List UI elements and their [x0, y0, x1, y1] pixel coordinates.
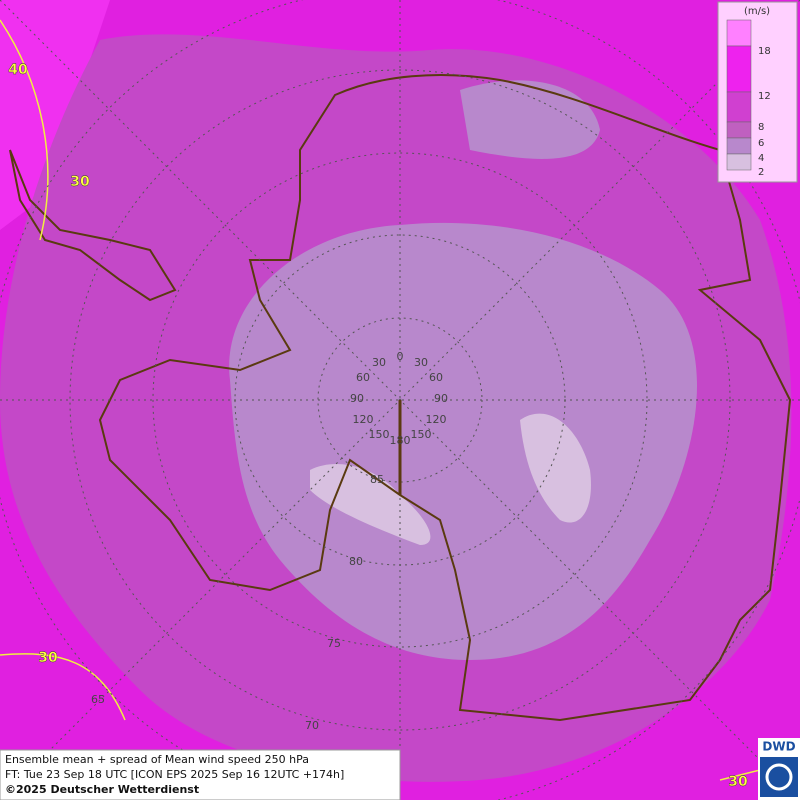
graticule-label: 75	[327, 637, 341, 650]
logo-swirl	[765, 763, 793, 791]
legend-label: 18	[758, 46, 771, 57]
legend-swatch	[726, 45, 752, 93]
logo: DWD	[758, 738, 800, 800]
graticule-label: 65	[91, 693, 105, 706]
contour-label: 40	[8, 62, 28, 78]
slow-region	[229, 222, 698, 660]
caption-box	[0, 749, 401, 800]
graticule-label: 80	[349, 555, 363, 568]
legend-swatch	[726, 153, 752, 171]
graticule-label: 30	[372, 356, 386, 369]
graticule-label: 120	[426, 413, 447, 426]
caption-line: ©2025 Deutscher Wetterdienst	[5, 783, 199, 796]
contour-label: 30	[38, 650, 58, 666]
legend-unit: (m/s)	[744, 6, 770, 17]
legend-label: 8	[758, 122, 764, 133]
legend-label: 2	[758, 167, 764, 178]
caption-line: FT: Tue 23 Sep 18 UTC [ICON EPS 2025 Sep…	[5, 768, 344, 781]
graticule-label: 150	[411, 428, 432, 441]
caption-line: Ensemble mean + spread of Mean wind spee…	[5, 753, 309, 766]
legend-label: 4	[758, 153, 764, 164]
legend-swatch	[726, 137, 752, 155]
graticule-label: 180	[390, 434, 411, 447]
graticule-label: 60	[356, 371, 370, 384]
contour-label: 30	[70, 174, 90, 190]
slow-region	[460, 80, 600, 159]
calm-region	[520, 413, 591, 523]
graticule-label: 60	[429, 371, 443, 384]
contour-label: 30	[728, 774, 748, 790]
legend-label: 12	[758, 91, 771, 102]
graticule-label: 30	[414, 356, 428, 369]
graticule-label: 90	[434, 392, 448, 405]
caption: Ensemble mean + spread of Mean wind spee…	[0, 749, 401, 800]
legend-swatch	[726, 121, 752, 139]
logo-text: DWD	[762, 740, 795, 754]
legend-bars: 18 12 8 6 4 2	[726, 19, 771, 178]
legend: (m/s) 18 12 8 6 4 2	[717, 1, 798, 183]
graticule-label: 120	[353, 413, 374, 426]
graticule-label: 85	[370, 473, 384, 486]
legend-label: 6	[758, 138, 764, 149]
graticule-label: 70	[305, 719, 319, 732]
graticule-label: 90	[350, 392, 364, 405]
legend-swatch	[726, 91, 752, 123]
legend-swatch	[726, 19, 752, 47]
graticule-label: 150	[369, 428, 390, 441]
graticule-label: 0	[397, 350, 404, 363]
fast-region	[0, 0, 110, 230]
